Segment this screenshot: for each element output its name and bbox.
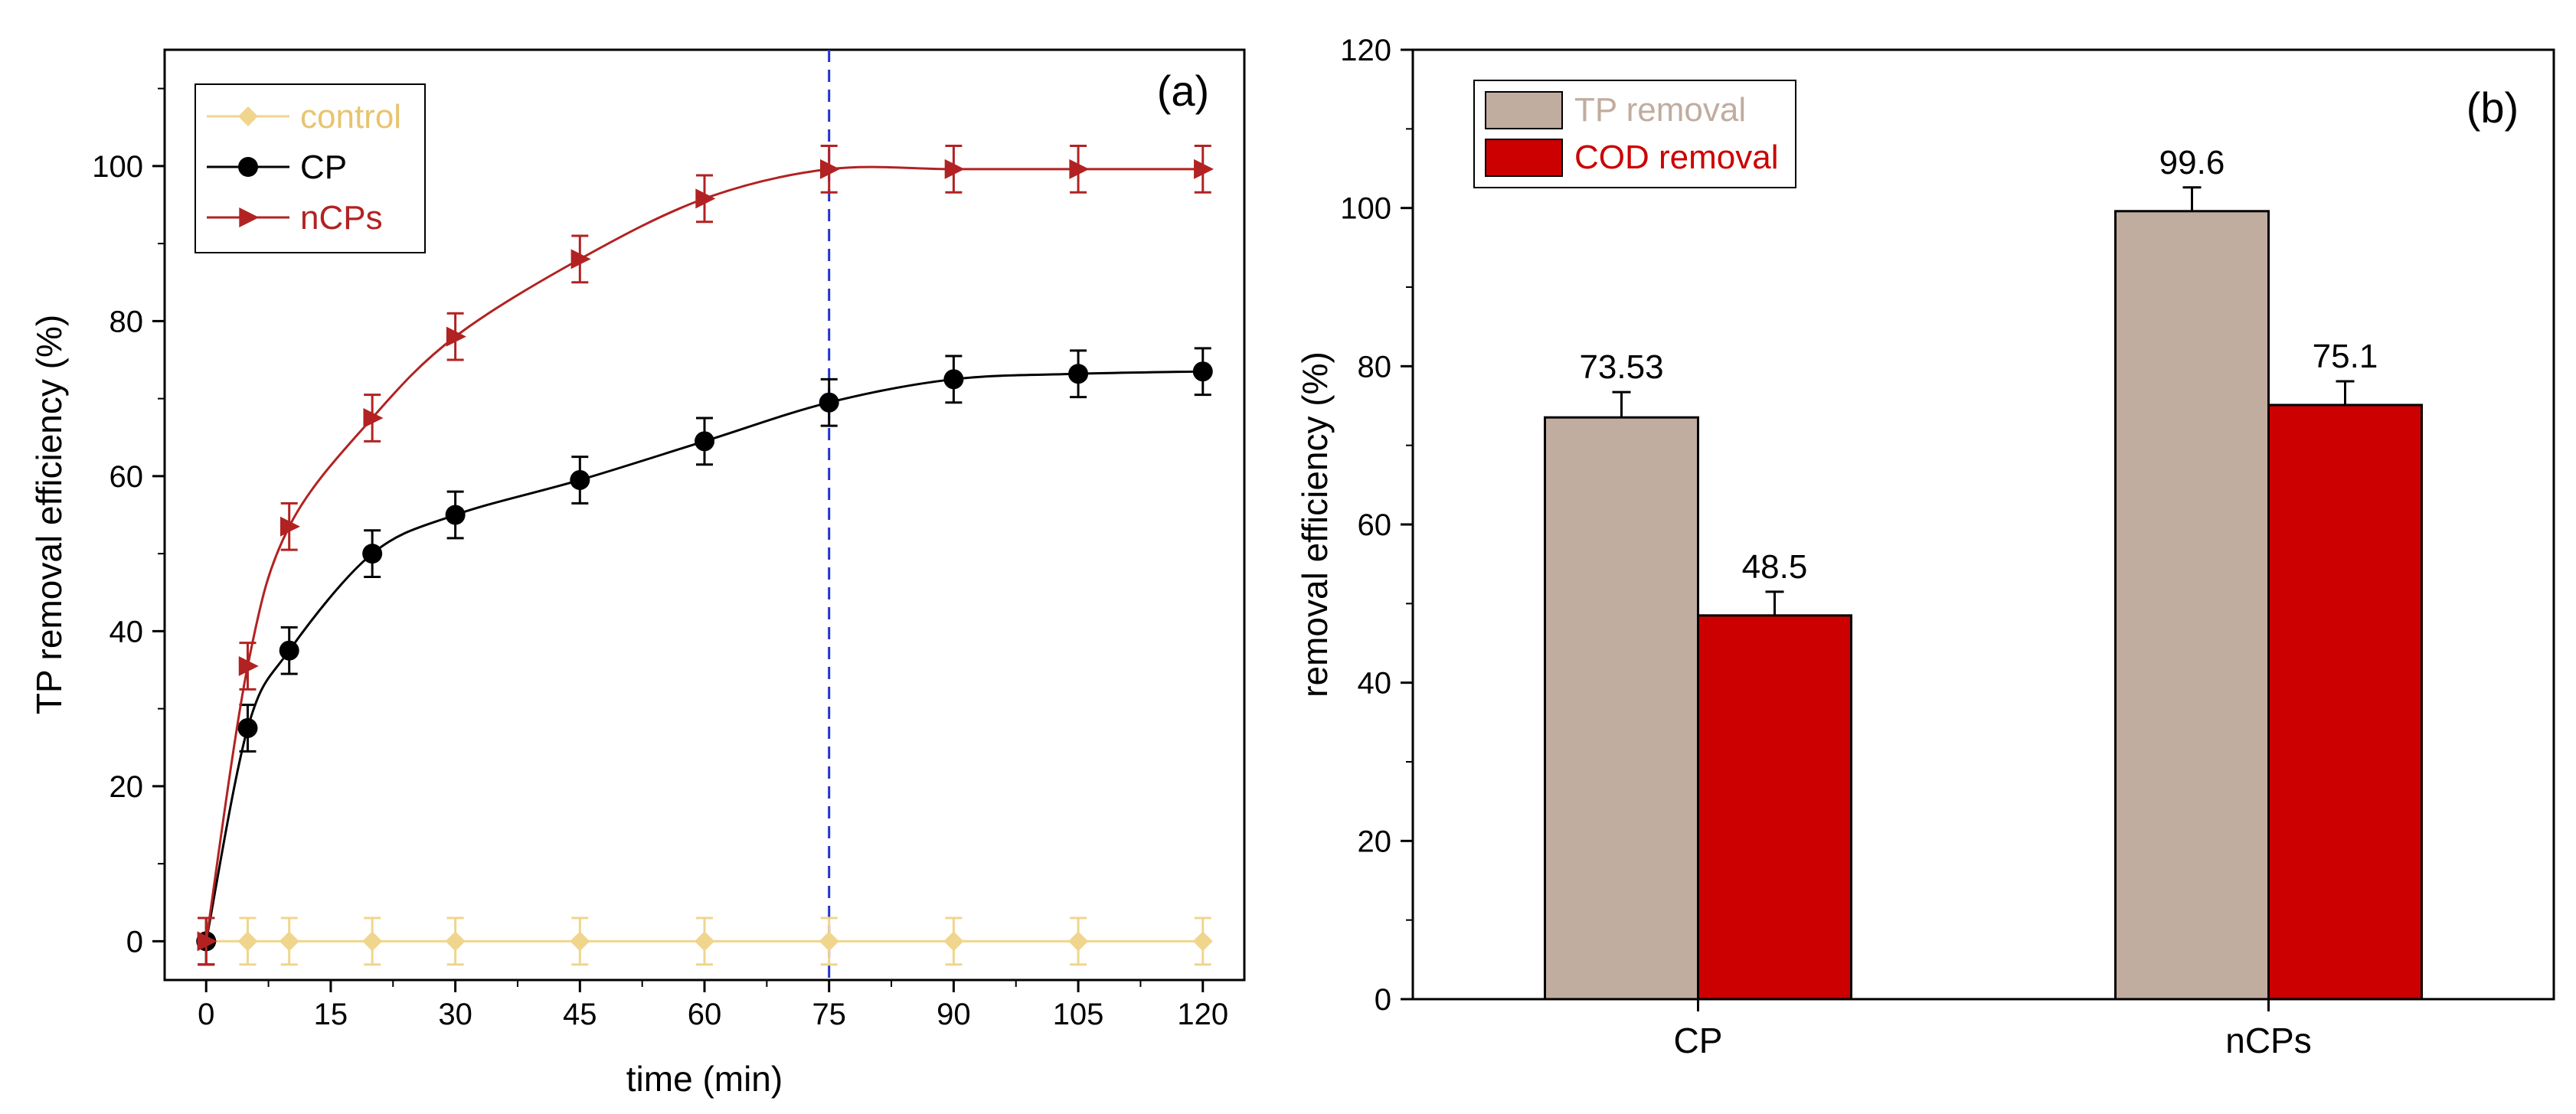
panel-b-y-tick-label: 20: [1358, 825, 1392, 858]
panel-a-x-axis: 0 15 30 45 60 75 90 105 120: [198, 980, 1228, 1031]
data-point-control: [1068, 931, 1089, 952]
series-line-ncps: [204, 165, 1203, 942]
panel-a-y-tick-label: 80: [110, 305, 144, 338]
data-point-cp: [237, 717, 258, 738]
panel-b-y-axis: 0 20 40 60 80 100 120: [1340, 34, 1413, 1017]
panel-a-y-tick-label: 0: [126, 925, 143, 959]
panel-a-line-chart: 0 20 40 60 80 100 0 15 30 45 60 75 90 105 120 control…: [29, 48, 1246, 1099]
data-point-ncps: [238, 655, 259, 676]
data-point-ncps: [570, 249, 591, 270]
legend-marker-control: [238, 106, 258, 126]
series-ncps: [197, 145, 1214, 966]
legend-swatch-cod-removal: [1485, 139, 1563, 177]
panel-a-y-axis-title: TP removal efficiency (%): [29, 315, 69, 714]
bar-tp-removal-cp: [1544, 416, 1699, 1001]
panel-b-x-axis: CP nCPs: [1674, 999, 2312, 1060]
data-point-control: [1192, 931, 1213, 952]
data-point-ncps: [1194, 158, 1214, 179]
data-point-cp: [1068, 364, 1089, 384]
legend-marker-cp: [238, 157, 258, 177]
bar-value-label: 73.53: [1579, 348, 1663, 386]
data-point-ncps: [944, 158, 965, 179]
category-label-cp: CP: [1674, 1021, 1723, 1060]
panel-b-y-tick-label: 40: [1358, 667, 1392, 701]
data-point-ncps: [446, 326, 466, 347]
data-point-cp: [1192, 361, 1213, 382]
panel-a-x-tick-label: 60: [688, 998, 722, 1031]
bar-value-label: 99.6: [2159, 144, 2225, 181]
panel-a-x-tick-label: 120: [1177, 998, 1228, 1031]
legend-label-control: control: [300, 98, 401, 136]
bar-cod-removal-cp: [1697, 614, 1852, 1001]
panel-a-y-axis: 0 20 40 60 80 100: [92, 87, 165, 959]
data-point-ncps: [197, 931, 217, 952]
legend-label-cp: CP: [300, 149, 347, 186]
bar-cod-removal-ncps: [2267, 403, 2423, 1001]
data-point-ncps: [363, 407, 384, 428]
data-point-cp: [819, 392, 839, 413]
data-point-ncps: [695, 188, 716, 209]
data-point-cp: [362, 544, 383, 564]
panel-b-y-tick-label: 100: [1340, 192, 1391, 226]
panel-a-legend: control CP nCPs: [195, 83, 426, 253]
data-point-control: [362, 931, 383, 952]
legend-marker-ncps: [239, 207, 260, 227]
panel-b-y-axis-title: removal efficiency (%): [1295, 351, 1335, 697]
panel-a-y-tick-label: 20: [110, 770, 144, 804]
panel-a-y-tick-label: 40: [110, 615, 144, 648]
panel-b-y-tick-label: 80: [1358, 350, 1392, 384]
panel-a-x-tick-label: 90: [937, 998, 971, 1031]
panel-a-x-tick-label: 75: [812, 998, 846, 1031]
panel-b-y-tick-label: 60: [1358, 508, 1392, 542]
data-point-control: [237, 931, 258, 952]
data-point-cp: [279, 640, 299, 661]
data-point-control: [570, 931, 590, 952]
bar-value-label: 75.1: [2313, 338, 2378, 375]
panel-a-x-tick-label: 45: [563, 998, 597, 1031]
legend-label-cod-removal: COD removal: [1574, 139, 1779, 176]
data-point-cp: [695, 431, 714, 452]
data-point-control: [819, 931, 839, 952]
panel-b-y-tick-label: 120: [1340, 34, 1391, 67]
legend-label-tp-removal: TP removal: [1574, 91, 1746, 129]
panel-a-tag: (a): [1157, 67, 1209, 115]
panel-b-y-tick-label: 0: [1375, 983, 1391, 1017]
panel-a-x-tick-label: 105: [1053, 998, 1104, 1031]
bar-tp-removal-ncps: [2114, 210, 2270, 1001]
panel-a-x-tick-label: 30: [438, 998, 472, 1031]
data-point-ncps: [819, 158, 840, 179]
data-point-control: [943, 931, 964, 952]
panel-b-tag: (b): [2466, 83, 2519, 132]
data-point-cp: [943, 369, 964, 390]
panel-a-x-tick-label: 0: [198, 998, 214, 1031]
panel-b-legend-items: TP removal COD removal: [1485, 91, 1779, 177]
panel-a-legend-items: control CP nCPs: [207, 98, 401, 237]
panel-a-legend-box: [195, 83, 426, 253]
panel-a-y-tick-label: 100: [92, 150, 143, 184]
series-cp: [196, 347, 1213, 966]
data-point-control: [695, 931, 714, 952]
panel-b-bars-group: 73.53 48.5 99.6 75.1: [1544, 144, 2423, 1001]
data-point-cp: [570, 469, 590, 490]
legend-label-ncps: nCPs: [300, 199, 383, 237]
panel-a-series-group: [196, 145, 1214, 966]
bar-value-label: 48.5: [1742, 548, 1808, 586]
data-point-cp: [445, 505, 466, 525]
series-control: [196, 916, 1213, 966]
panel-a-y-tick-label: 60: [110, 460, 144, 494]
panel-a-x-axis-title: time (min): [626, 1059, 783, 1099]
data-point-control: [279, 931, 299, 952]
data-point-ncps: [280, 516, 300, 537]
data-point-ncps: [1069, 158, 1090, 179]
legend-swatch-tp-removal: [1485, 91, 1563, 129]
panel-b-bar-chart: 0 20 40 60 80 100 120 73.53 48.5 99.6 75.1 CP nCPs…: [1295, 34, 2555, 1060]
panel-b-legend: TP removal COD removal: [1473, 80, 1796, 188]
category-label-ncps: nCPs: [2225, 1021, 2311, 1060]
data-point-control: [445, 931, 466, 952]
panel-a-x-tick-label: 15: [314, 998, 348, 1031]
